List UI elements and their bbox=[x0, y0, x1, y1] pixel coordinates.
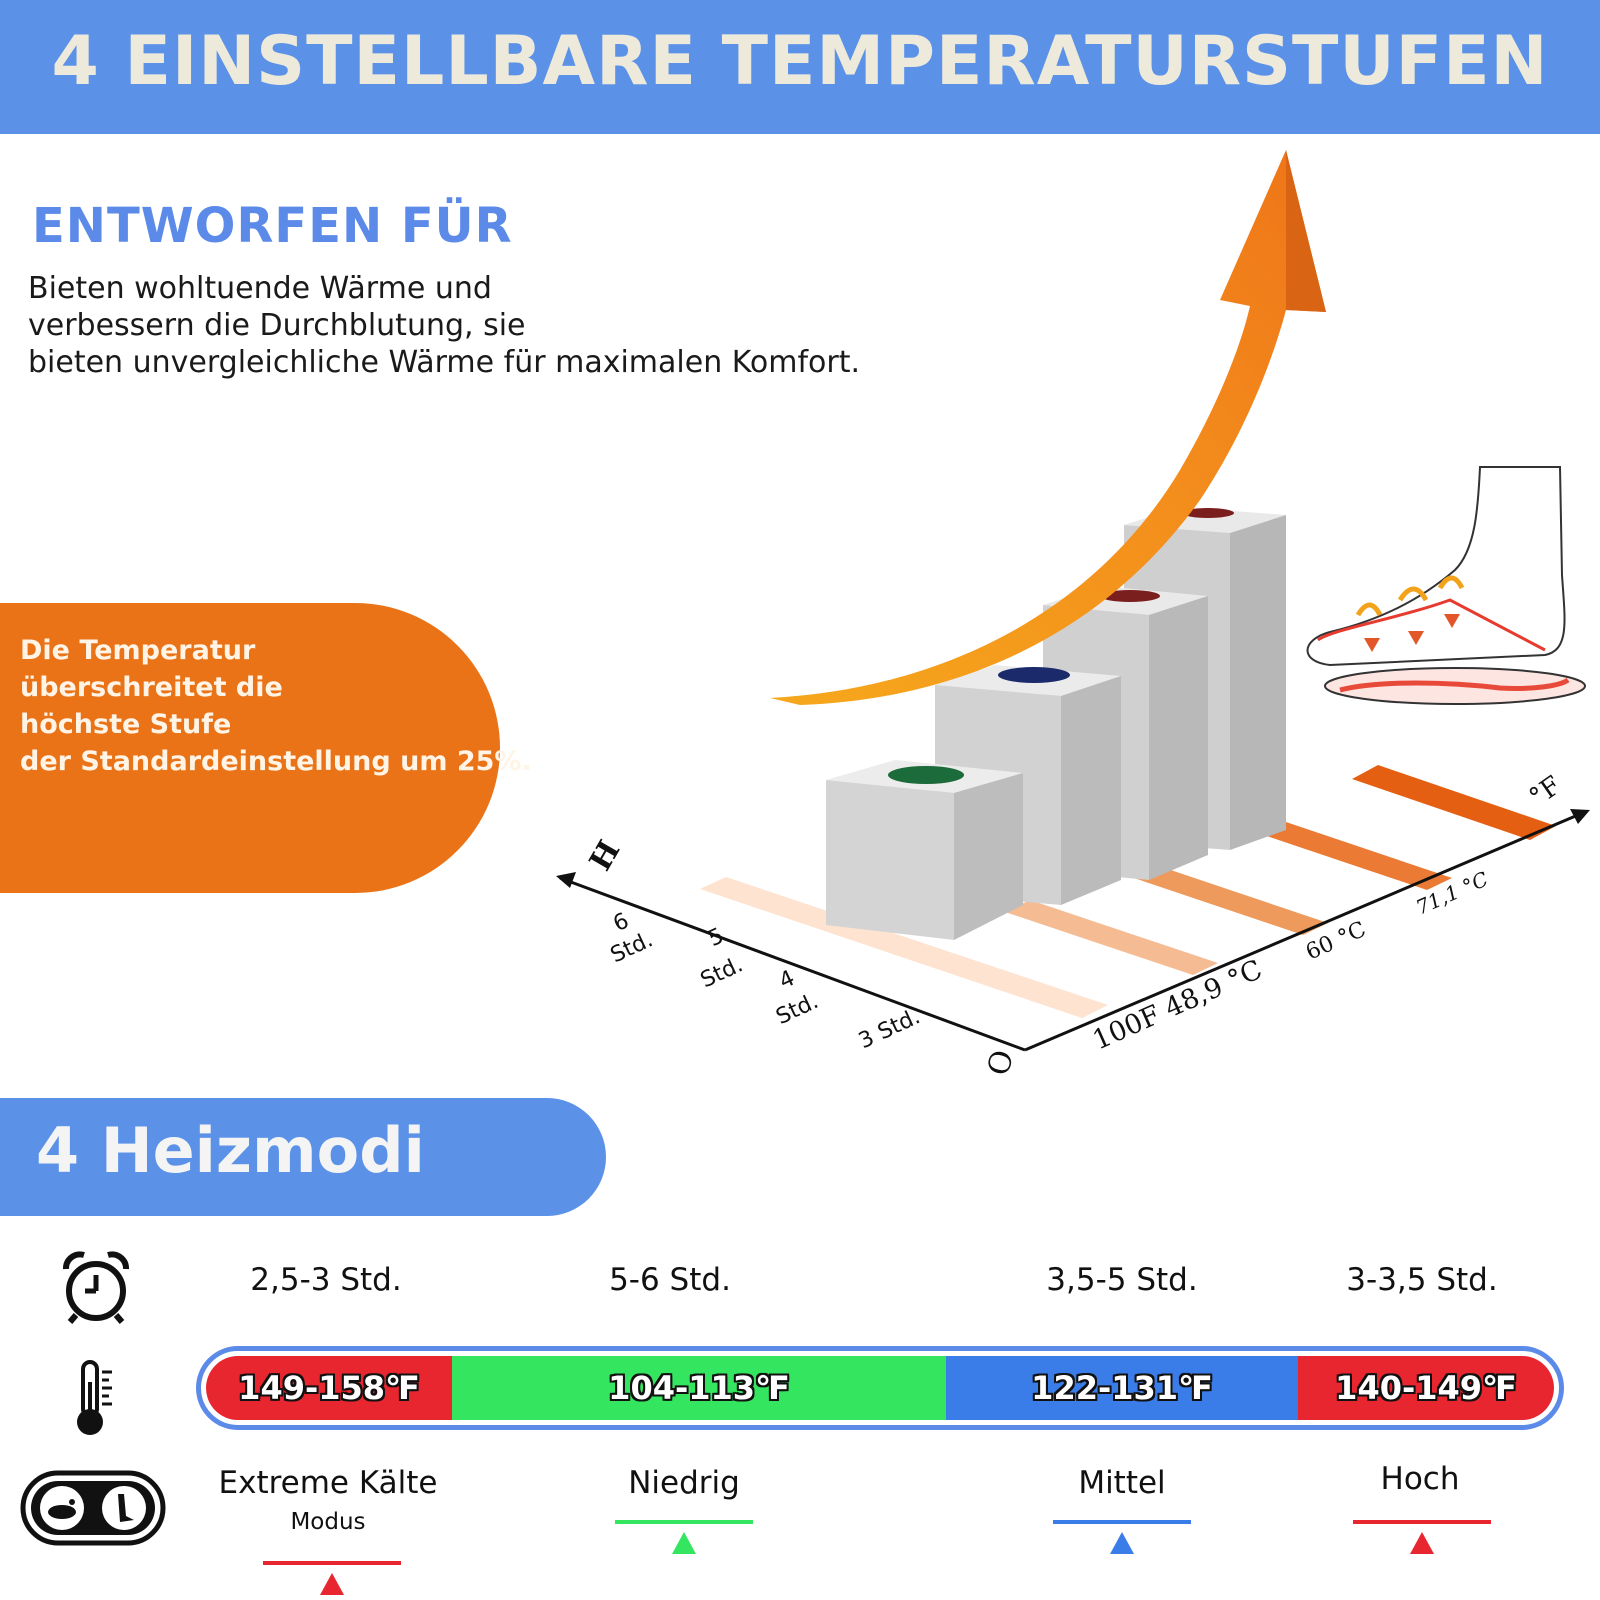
h-axis bbox=[559, 876, 1026, 1052]
bar-side bbox=[954, 773, 1023, 940]
temp-segment: 104-113℉ bbox=[452, 1356, 946, 1420]
duration-label: 3-3,5 Std. bbox=[1346, 1262, 1498, 1298]
mode-marker bbox=[615, 1520, 753, 1554]
f-axis-label: °F bbox=[1524, 771, 1567, 813]
h-tick: 4 bbox=[776, 966, 799, 995]
temp-segment: 140-149℉ bbox=[1298, 1356, 1554, 1420]
f-axis-arrow bbox=[1570, 809, 1590, 824]
intro-text: Bieten wohltuende Wärme und verbessern d… bbox=[28, 270, 928, 381]
top-banner bbox=[0, 0, 1600, 134]
h-tick: Std. bbox=[607, 927, 657, 968]
origin-label: O bbox=[981, 1046, 1021, 1079]
bar-side bbox=[1061, 676, 1121, 905]
callout-line: der Standardeinstellung um 25%. bbox=[20, 746, 532, 777]
duration-label: 5-6 Std. bbox=[609, 1262, 731, 1298]
callout-text: Die Temperatur überschreitet die höchste… bbox=[20, 632, 532, 780]
mode-label-high: Hoch bbox=[1381, 1461, 1460, 1497]
rising-arrow bbox=[770, 150, 1326, 705]
temp-segment: 149-158℉ bbox=[206, 1356, 452, 1420]
bar-front bbox=[826, 780, 954, 940]
mode-name: Mittel bbox=[1078, 1465, 1166, 1501]
intro-line: verbessern die Durchblutung, sie bbox=[28, 308, 526, 343]
foot-toggle-icon bbox=[20, 1470, 166, 1546]
floor-stripe bbox=[1243, 816, 1452, 890]
temperature-segments: 149-158℉ 104-113℉ 122-131℉ 140-149℉ bbox=[206, 1356, 1554, 1420]
bar-indicator bbox=[1182, 508, 1234, 518]
mode-name: Extreme Kälte bbox=[218, 1465, 438, 1501]
temp-segment: 122-131℉ bbox=[946, 1356, 1298, 1420]
intro-line: Bieten wohltuende Wärme und bbox=[28, 271, 492, 306]
banner-title: 4 EINSTELLBARE TEMPERATURSTUFEN bbox=[51, 22, 1549, 101]
mode-marker bbox=[263, 1561, 401, 1595]
floor-stripe bbox=[1005, 900, 1218, 975]
callout-line: Die Temperatur bbox=[20, 635, 256, 666]
h-tick: 6 bbox=[610, 909, 633, 938]
h-tick: 3 Std. bbox=[855, 1004, 924, 1054]
h-axis-arrow bbox=[556, 872, 576, 888]
bar-side bbox=[1230, 515, 1286, 850]
bar-side bbox=[1149, 596, 1208, 880]
callout-line: höchste Stufe bbox=[20, 709, 232, 740]
mode-label-medium: Mittel bbox=[1078, 1465, 1165, 1501]
duration-label: 2,5-3 Std. bbox=[250, 1262, 402, 1298]
floor-stripe bbox=[700, 877, 1108, 1018]
mode-marker bbox=[1353, 1520, 1491, 1554]
bar-indicator bbox=[998, 667, 1070, 683]
heating-modes-pill bbox=[0, 1098, 606, 1216]
intro-line: bieten unvergleichliche Wärme für maxima… bbox=[28, 345, 861, 380]
thermometer-icon bbox=[77, 1360, 112, 1435]
mode-name: Niedrig bbox=[628, 1465, 740, 1501]
designed-for-heading: ENTWORFEN FÜR bbox=[32, 198, 513, 254]
heated-insole-illustration bbox=[1306, 466, 1586, 705]
mode-label-extreme: Extreme Kälte Modus bbox=[219, 1465, 438, 1535]
alarm-clock-icon bbox=[63, 1251, 129, 1324]
callout-line: überschreitet die bbox=[20, 672, 283, 703]
floor-stripe bbox=[1119, 861, 1328, 935]
heating-modes-title: 4 Heizmodi bbox=[36, 1114, 425, 1187]
temperature-illustration: H O °F 6 Std. 5 Std. 4 Std. 3 Std. 100F … bbox=[556, 150, 1590, 1079]
bar-indicator bbox=[888, 766, 964, 784]
mode-name: Hoch bbox=[1380, 1461, 1460, 1497]
duration-label: 3,5-5 Std. bbox=[1046, 1262, 1198, 1298]
mode-sub: Modus bbox=[290, 1509, 366, 1535]
h-tick: Std. bbox=[697, 952, 747, 993]
floor-stripe bbox=[1352, 765, 1556, 840]
callout-pill bbox=[0, 603, 500, 893]
h-tick: Std. bbox=[772, 989, 822, 1030]
h-axis-label: H bbox=[583, 835, 627, 877]
f-axis bbox=[1024, 810, 1586, 1052]
bar-indicator bbox=[1100, 590, 1160, 602]
mode-marker bbox=[1053, 1520, 1191, 1554]
mode-label-low: Niedrig bbox=[628, 1465, 740, 1501]
